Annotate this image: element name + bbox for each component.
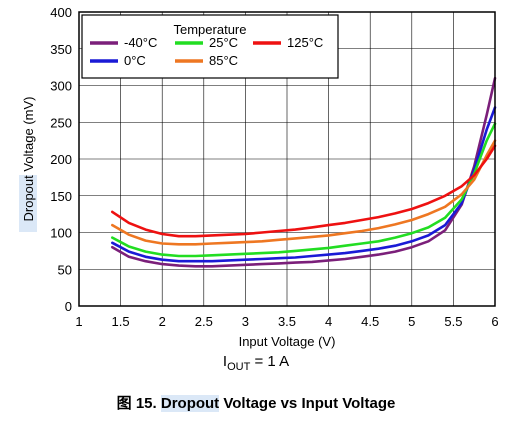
caption-figure-number: 图 15.	[116, 395, 161, 412]
legend-label-0c: 0°C	[124, 53, 146, 68]
series-line-0c	[111, 106, 497, 263]
condition-prefix: I	[222, 353, 228, 370]
condition-subscript: OUT	[227, 361, 251, 373]
y-tick-label: 200	[50, 152, 72, 167]
y-tick-label: 50	[58, 262, 72, 277]
series-line-85c	[111, 139, 497, 246]
legend-box	[81, 14, 339, 79]
legend-title: Temperature	[174, 22, 247, 37]
dropout-voltage-chart: 1 1.5 2 2.5 3 3.5 4 4.5 5 5.5 6 0 50 100 150 200 250 300…	[19, 5, 499, 349]
caption-highlight: Dropout	[160, 395, 220, 412]
y-axis-label: Dropout Voltage (mV)	[21, 96, 36, 221]
figure-caption: 图 15. Dropout Voltage vs Input Voltage	[0, 394, 512, 414]
x-tick-label: 3.5	[278, 314, 296, 329]
legend-label-minus40c: -40°C	[124, 35, 157, 50]
y-axis-label-highlight	[19, 175, 37, 232]
x-tick-label: 4.5	[361, 314, 379, 329]
y-tick-label: 150	[50, 189, 72, 204]
series-line-25c	[111, 122, 497, 258]
y-tick-label: 0	[65, 299, 72, 314]
x-tick-label: 1.5	[112, 314, 130, 329]
x-tick-label: 1	[75, 314, 82, 329]
y-tick-label: 350	[50, 42, 72, 57]
x-tick-label: 6	[491, 314, 498, 329]
x-tick-label: 5	[408, 314, 415, 329]
caption-rest: Voltage vs Input Voltage	[219, 395, 396, 412]
condition-suffix: = 1 A	[250, 353, 290, 370]
y-tick-label: 300	[50, 79, 72, 94]
legend-label-25c: 25°C	[209, 35, 238, 50]
series-line-minus40c	[111, 76, 497, 268]
x-tick-labels: 1 1.5 2 2.5 3 3.5 4 4.5 5 5.5 6	[75, 314, 498, 329]
x-axis-label: Input Voltage (V)	[239, 334, 336, 349]
x-tick-label: 2.5	[195, 314, 213, 329]
x-tick-label: 2	[159, 314, 166, 329]
y-tick-label: 100	[50, 226, 72, 241]
x-tick-label: 4	[325, 314, 332, 329]
test-condition: IOUT = 1 A	[0, 352, 512, 377]
y-tick-label: 250	[50, 115, 72, 130]
y-tick-label: 400	[50, 5, 72, 20]
legend: Temperature -40°C 25°C 125°C 0°C 85°C	[81, 14, 339, 79]
y-tick-labels: 0 50 100 150 200 250 300 350 400	[50, 5, 72, 314]
legend-label-125c: 125°C	[287, 35, 323, 50]
legend-label-85c: 85°C	[209, 53, 238, 68]
series-line-125c	[111, 144, 497, 238]
x-tick-label: 3	[242, 314, 249, 329]
x-tick-label: 5.5	[444, 314, 462, 329]
data-series	[111, 76, 497, 268]
plot-frame	[78, 11, 496, 307]
